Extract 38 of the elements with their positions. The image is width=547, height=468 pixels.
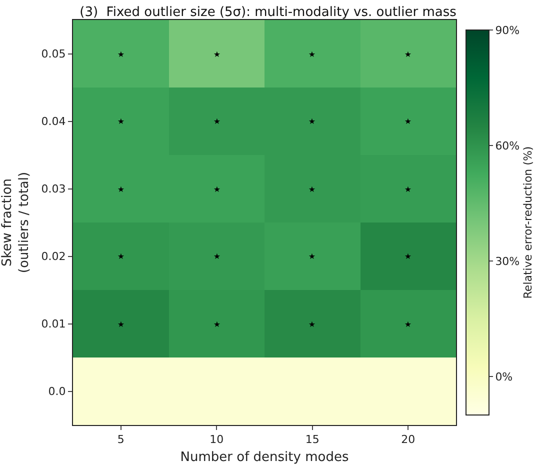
x-axis-title: Number of density modes <box>180 450 349 465</box>
color-bar-label: 0% <box>495 370 513 384</box>
data-label: ★ <box>308 50 316 59</box>
data-label: ★ <box>213 116 221 126</box>
data-label: ★ <box>308 252 316 261</box>
data-label: ★ <box>308 116 316 126</box>
data-label: ★ <box>404 252 412 261</box>
color-bar-title: Relative error-reduction (%) <box>522 146 535 299</box>
data-label: ★ <box>404 50 412 59</box>
x-tick-label: 10 <box>210 433 224 446</box>
color-bar-label: 90% <box>495 24 520 37</box>
x-tick-label: 5 <box>117 433 124 446</box>
y-tick-label: 0.04 <box>41 115 66 128</box>
y-tick-label: 0.02 <box>41 250 66 264</box>
data-label: ★ <box>308 320 316 329</box>
data-label: ★ <box>404 116 412 126</box>
data-label: ★ <box>117 252 125 261</box>
chart-title: (3) Fixed outlier size (5σ): multi-modality vs. outlier mass <box>80 5 457 20</box>
x-tick-label: 20 <box>401 433 416 446</box>
color-bar-label: 60% <box>495 139 520 152</box>
data-label: ★ <box>308 184 316 194</box>
data-label: ★ <box>117 116 125 126</box>
data-label: ★ <box>117 50 125 59</box>
data-label: ★ <box>404 184 412 194</box>
data-label: ★ <box>213 50 221 59</box>
data-label: ★ <box>404 320 412 329</box>
data-label: ★ <box>213 252 221 261</box>
color-bar-label: 30% <box>495 254 520 268</box>
y-tick-label: 0.0 <box>48 385 66 398</box>
data-label: ★ <box>117 320 125 329</box>
x-tick-label: 15 <box>305 433 320 446</box>
y-tick-label: 0.05 <box>41 48 66 61</box>
data-label: ★ <box>213 320 221 329</box>
y-axis-title: Skew fraction (outliers / total) <box>0 172 32 274</box>
y-tick-label: 0.03 <box>41 182 66 196</box>
y-tick-label: 0.01 <box>41 318 66 331</box>
data-label: ★ <box>213 184 221 194</box>
data-label: ★ <box>117 184 125 194</box>
